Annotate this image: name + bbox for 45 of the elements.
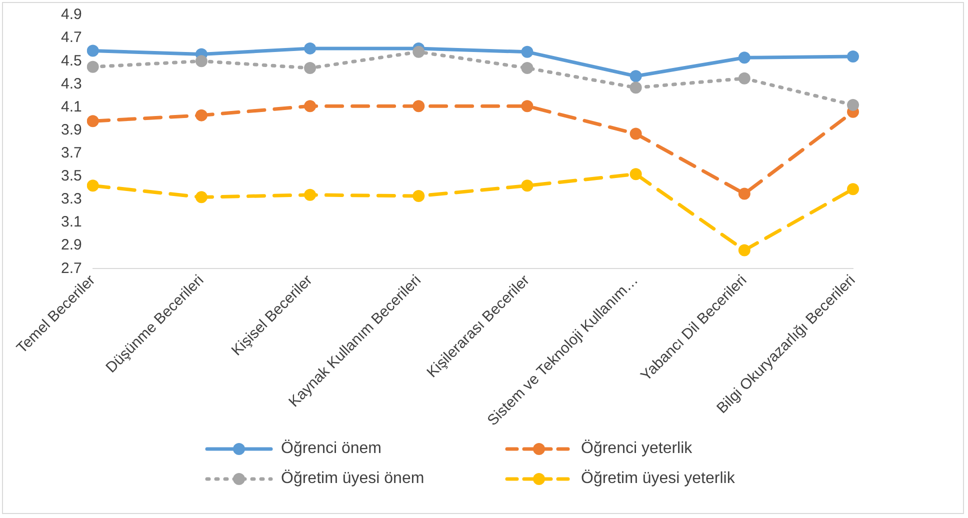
point [86, 60, 99, 73]
point [738, 188, 750, 200]
point [630, 128, 642, 140]
point [304, 188, 316, 201]
legend-label: Öğretim üyesi yeterlik [581, 470, 735, 488]
point [86, 180, 99, 192]
point [738, 52, 750, 64]
point [86, 115, 99, 128]
point [738, 72, 750, 84]
y-tick-label: 2.7 [60, 260, 82, 277]
point [630, 168, 642, 180]
point [521, 46, 534, 58]
point [412, 46, 425, 58]
y-tick-label: 4.9 [60, 6, 82, 24]
point [847, 50, 859, 63]
point [738, 244, 750, 256]
y-tick-label: 4.7 [60, 29, 82, 46]
legend-label: Öğrenci yeterlik [581, 440, 692, 458]
y-tick-label: 4.5 [60, 52, 82, 70]
point [304, 100, 316, 112]
point [195, 191, 208, 204]
point [412, 190, 425, 202]
point [304, 62, 316, 74]
legend-label: Öğretim üyesi önem [281, 470, 424, 488]
y-tick-label: 3.9 [60, 121, 82, 138]
point [630, 70, 642, 82]
point [521, 100, 534, 112]
point [630, 82, 642, 94]
point [847, 183, 859, 196]
point [86, 44, 99, 57]
y-tick-label: 3.1 [60, 214, 82, 231]
point [521, 62, 534, 74]
point [521, 180, 534, 192]
point [195, 109, 208, 122]
y-tick-label: 4.1 [60, 98, 82, 116]
point [412, 100, 425, 112]
point [195, 55, 208, 68]
y-tick-label: 3.7 [60, 144, 82, 162]
y-tick-label: 4.3 [60, 75, 82, 92]
legend-label: Öğrenci önem [281, 440, 382, 458]
point [304, 42, 316, 54]
y-tick-label: 3.3 [60, 190, 82, 208]
y-tick-label: 2.9 [60, 236, 82, 254]
y-tick-label: 3.5 [60, 168, 82, 185]
point [847, 98, 859, 111]
